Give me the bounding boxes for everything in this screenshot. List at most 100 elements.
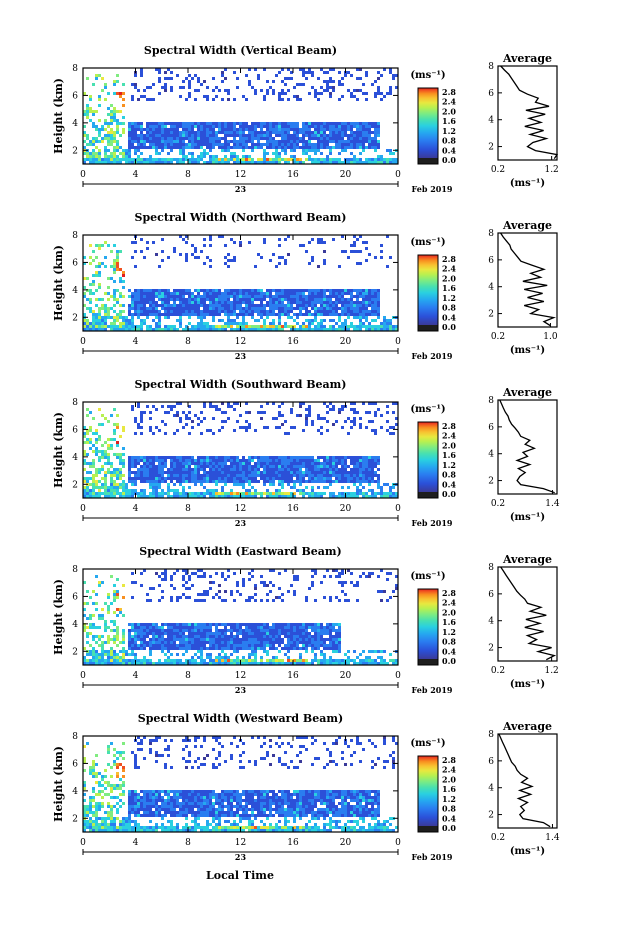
colorbar-tick-label: 0.4: [442, 646, 456, 656]
average-profile-line: [499, 399, 555, 494]
colorbar-gradient: [418, 255, 438, 325]
x-tick-label: 4: [133, 337, 139, 347]
colorbar-gradient: [418, 88, 438, 158]
average-y-tick-label: 6: [488, 757, 494, 767]
x-tick-label: 4: [133, 671, 139, 681]
colorbar-unit: (ms⁻¹): [410, 571, 445, 582]
x-tick-label: 16: [287, 170, 299, 180]
x-tick-label: 8: [185, 337, 191, 347]
average-x-tick-label: 1.0: [543, 332, 558, 342]
colorbar-tick-label: 0.8: [442, 136, 456, 146]
average-x-tick-label: 0.2: [491, 833, 505, 843]
colorbar-tick-label: 0.8: [442, 637, 456, 647]
y-axis-label: Height (km): [52, 245, 65, 321]
colorbar-tick-label: 2.4: [442, 431, 456, 441]
colorbar-tick-label: 1.6: [442, 450, 456, 460]
day-label: 23: [235, 852, 247, 862]
colorbar-tick-label: 0.4: [442, 312, 456, 322]
y-tick-label: 6: [72, 592, 78, 602]
average-frame: [497, 733, 558, 829]
colorbar-unit: (ms⁻¹): [410, 237, 445, 248]
x-tick-label: 16: [287, 838, 299, 848]
x-tick-label: 16: [287, 337, 299, 347]
panel-title: Spectral Width (Southward Beam): [134, 378, 346, 391]
x-tick-label: 12: [235, 170, 246, 180]
y-tick-label: 8: [72, 231, 78, 241]
colorbar-zero-block: [418, 492, 438, 498]
average-y-tick-label: 8: [488, 396, 494, 406]
average-title: Average: [502, 219, 552, 232]
colorbar-tick-label: 0.4: [442, 479, 456, 489]
colorbar-tick-label: 2.8: [442, 588, 456, 598]
colorbar-tick-label: 2.4: [442, 264, 456, 274]
average-y-tick-label: 2: [488, 644, 494, 654]
average-y-tick-label: 4: [488, 617, 494, 627]
y-tick-label: 8: [72, 398, 78, 408]
colorbar-tick-label: 2.0: [442, 106, 456, 116]
average-y-tick-label: 6: [488, 89, 494, 99]
average-y-tick-label: 4: [488, 116, 494, 126]
x-tick-label: 0: [80, 337, 86, 347]
average-x-tick-label: 0.2: [491, 666, 505, 676]
panel-5: Spectral Width (Westward Beam) 2 4 6 8 Height…: [52, 712, 560, 862]
y-tick-label: 4: [72, 286, 78, 296]
colorbar-gradient: [418, 756, 438, 826]
average-x-tick-label: 1.4: [545, 499, 560, 509]
x-tick-label: 0: [395, 504, 401, 514]
colorbar-tick-label: 0.8: [442, 804, 456, 814]
panel-title: Spectral Width (Eastward Beam): [139, 545, 341, 558]
x-tick-label: 20: [340, 504, 352, 514]
average-title: Average: [502, 553, 552, 566]
average-title: Average: [502, 386, 552, 399]
colorbar-zero-block: [418, 659, 438, 665]
day-label: 23: [235, 351, 247, 361]
panel-title: Spectral Width (Vertical Beam): [144, 44, 337, 57]
colorbar-zero-block: [418, 158, 438, 164]
average-frame: [497, 65, 558, 161]
colorbar-tick-label: 1.6: [442, 116, 456, 126]
x-tick-label: 0: [395, 671, 401, 681]
colorbar-tick-label: 0.0: [442, 155, 456, 165]
x-tick-label: 0: [395, 170, 401, 180]
colorbar-frame: [417, 755, 439, 833]
colorbar-frame: [417, 254, 439, 332]
heatmap-cells: [83, 736, 398, 832]
average-y-tick-label: 4: [488, 784, 494, 794]
y-tick-label: 2: [72, 814, 78, 824]
average-x-tick-label: 1.4: [545, 833, 560, 843]
heatmap-cells: [83, 569, 398, 665]
day-label: 23: [235, 685, 247, 695]
average-y-tick-label: 8: [488, 62, 494, 72]
y-tick-label: 8: [72, 565, 78, 575]
y-tick-label: 2: [72, 480, 78, 490]
panel-title: Spectral Width (Northward Beam): [135, 211, 347, 224]
date-label: Feb 2019: [412, 518, 453, 528]
x-tick-label: 4: [133, 504, 139, 514]
colorbar-tick-label: 0.0: [442, 489, 456, 499]
x-tick-label: 12: [235, 838, 246, 848]
panel-title: Spectral Width (Westward Beam): [138, 712, 343, 725]
panel-2: Spectral Width (Northward Beam) 2 4 6 8 Heigh…: [52, 211, 558, 361]
colorbar-tick-label: 1.6: [442, 283, 456, 293]
colorbar-tick-label: 1.2: [442, 460, 456, 470]
average-y-tick-label: 8: [488, 563, 494, 573]
colorbar-tick-label: 2.8: [442, 755, 456, 765]
x-tick-label: 0: [80, 170, 86, 180]
colorbar-tick-label: 2.4: [442, 765, 456, 775]
average-frame: [497, 232, 558, 328]
x-tick-label: 0: [395, 838, 401, 848]
colorbar-tick-label: 1.6: [442, 784, 456, 794]
date-label: Feb 2019: [412, 351, 453, 361]
y-tick-label: 4: [72, 787, 78, 797]
colorbar-zero-block: [418, 826, 438, 832]
panel-3: Spectral Width (Southward Beam) 2 4 6 8 Heigh…: [52, 378, 560, 528]
day-label: 23: [235, 518, 247, 528]
x-tick-label: 16: [287, 504, 299, 514]
average-y-tick-label: 2: [488, 477, 494, 487]
y-tick-label: 2: [72, 313, 78, 323]
average-unit: (ms⁻¹): [510, 345, 545, 356]
y-tick-label: 2: [72, 647, 78, 657]
x-tick-label: 20: [340, 671, 352, 681]
colorbar-tick-label: 2.0: [442, 440, 456, 450]
y-axis-label: Height (km): [52, 78, 65, 154]
